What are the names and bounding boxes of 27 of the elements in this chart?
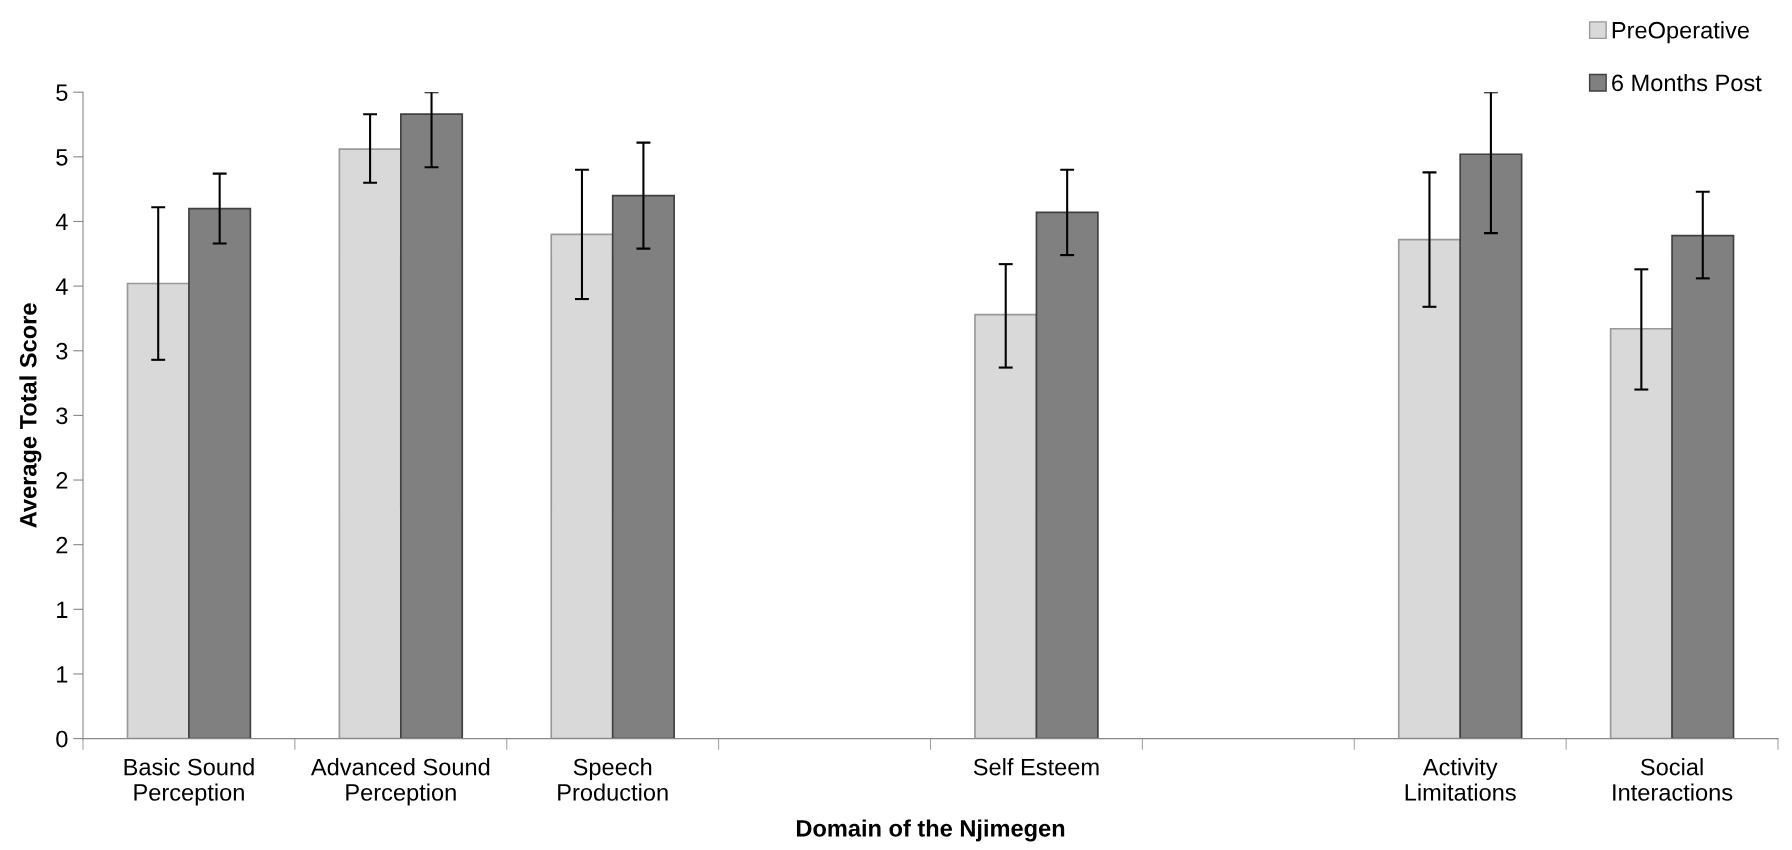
bar	[550, 233, 614, 739]
x-tick-label: Activity Limitations	[1405, 758, 1516, 801]
y-tick-label: 1	[57, 666, 68, 683]
legend-label: PreOperative	[1612, 21, 1749, 44]
y-tick-label: 5	[56, 84, 68, 101]
y-tick-label: 1	[57, 601, 68, 618]
y-tick-label: 2	[56, 472, 68, 489]
bar	[338, 148, 402, 739]
bar	[1609, 327, 1673, 739]
y-tick-label: 2	[56, 536, 68, 554]
bar	[126, 282, 190, 739]
x-tick-label: Basic Sound Perception	[124, 758, 254, 806]
bar	[1397, 238, 1462, 739]
x-tick-label: Speech Production	[558, 758, 668, 801]
y-tick-label: 4	[55, 278, 68, 295]
y-tick-label: 4	[55, 213, 68, 231]
x-axis-title: Domain of the Njimegen	[796, 819, 1065, 842]
y-axis-title: Average Total Score	[19, 303, 42, 528]
y-tick-label: 3	[56, 342, 68, 360]
y-tick-label: 0	[56, 730, 68, 748]
x-tick-label: Social Interactions	[1613, 758, 1733, 801]
x-tick-label: Self Esteem	[973, 758, 1099, 776]
legend-label: 6 Months Post	[1612, 73, 1762, 92]
y-tick-label: 5	[56, 149, 68, 166]
x-tick-label: Advanced Sound Perception	[310, 758, 490, 806]
y-tick-label: 3	[56, 407, 68, 425]
bar	[974, 313, 1038, 739]
